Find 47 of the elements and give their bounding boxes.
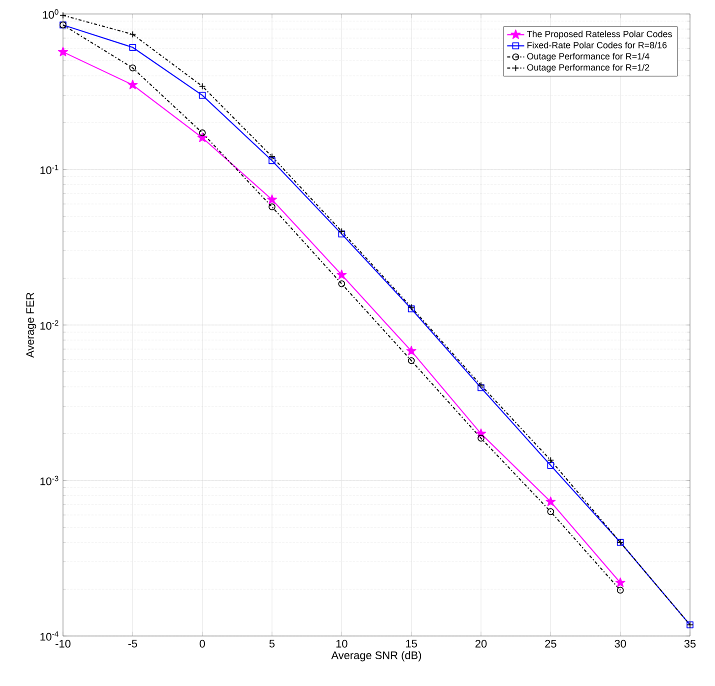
point xyxy=(198,129,206,136)
y-axis-title: Average FER xyxy=(26,292,36,358)
point xyxy=(197,132,208,142)
point xyxy=(267,194,278,204)
point xyxy=(129,44,136,51)
point xyxy=(338,230,346,238)
point xyxy=(128,80,138,90)
y-tick-label: 10$^{-3}$ xyxy=(40,476,58,486)
y-tick-label: 10$^{-4}$ xyxy=(40,631,58,641)
point xyxy=(408,357,415,364)
x-tick-label: 0 xyxy=(200,640,205,648)
point xyxy=(268,203,276,210)
point xyxy=(478,434,484,442)
point xyxy=(546,496,556,506)
point xyxy=(129,30,136,38)
point xyxy=(338,280,346,288)
x-tick-label: 35 xyxy=(684,640,696,648)
point xyxy=(268,157,276,164)
point xyxy=(616,586,624,594)
point xyxy=(615,578,626,588)
y-tick-label: 10$^{-2}$ xyxy=(40,320,58,330)
x-tick-label: 10 xyxy=(336,640,348,648)
legend-label: Outage Performance for R=1/4 xyxy=(527,52,650,62)
point xyxy=(547,508,554,516)
y-tick-label: 10$^{0}$ xyxy=(43,9,58,19)
point xyxy=(338,228,346,235)
x-tick-label: -5 xyxy=(128,640,138,648)
x-tick-label: -10 xyxy=(56,640,70,648)
x-tick-label: 15 xyxy=(406,640,417,648)
x-tick-label: 20 xyxy=(475,640,487,648)
point xyxy=(478,384,484,392)
legend-label: Fixed-Rate Polar Codes for R=8/16 xyxy=(527,42,667,48)
point xyxy=(58,46,68,56)
legend-label: The Proposed Rateless Polar Codes xyxy=(526,30,672,39)
x-axis-title: Average SNR (dB) xyxy=(331,651,422,662)
point xyxy=(336,270,347,280)
legend-label: Outage Performance for R=1/2 xyxy=(527,64,650,72)
point xyxy=(198,82,206,90)
point xyxy=(547,462,554,469)
x-tick-label: 30 xyxy=(614,640,626,648)
y-tick-label: 10$^{-1}$ xyxy=(40,164,58,174)
x-tick-label: 5 xyxy=(269,640,275,648)
x-tick-label: 25 xyxy=(545,640,556,648)
point xyxy=(198,92,206,99)
point xyxy=(547,456,554,464)
point xyxy=(129,64,136,72)
point xyxy=(406,346,416,356)
